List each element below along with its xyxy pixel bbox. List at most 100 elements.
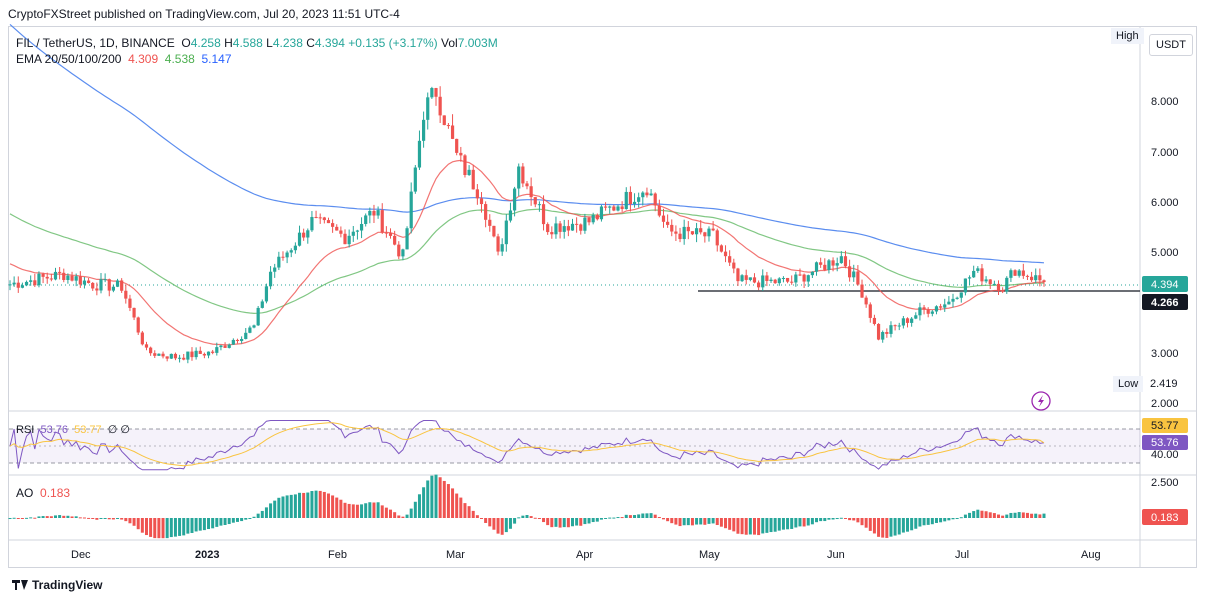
ao-bar xyxy=(819,518,823,522)
ao-bar xyxy=(786,518,790,530)
ao-bar xyxy=(82,517,86,519)
candle-up xyxy=(186,351,190,360)
candle-down xyxy=(202,353,206,356)
ao-bar xyxy=(806,518,810,526)
time-tick: May xyxy=(699,549,720,561)
ao-bar xyxy=(773,518,777,532)
ao-bar xyxy=(1025,512,1029,518)
chart-frame xyxy=(8,26,1197,568)
ao-bar xyxy=(165,518,169,539)
candle-up xyxy=(583,217,587,231)
ao-bar xyxy=(570,518,574,527)
lightning-icon[interactable] xyxy=(1031,391,1051,411)
rsi-line xyxy=(9,420,1045,471)
candle-down xyxy=(235,339,240,342)
candle-down xyxy=(484,204,488,220)
ao-bar xyxy=(674,518,678,525)
ao-bar xyxy=(583,518,587,525)
ao-bar xyxy=(968,512,972,518)
ao-bar xyxy=(508,518,512,529)
candle-up xyxy=(984,279,988,282)
candle-up xyxy=(227,344,231,348)
candle-down xyxy=(144,344,149,348)
ao-bar xyxy=(442,480,446,518)
currency-button[interactable]: USDT xyxy=(1149,34,1193,56)
candle-up xyxy=(624,191,628,210)
candle-down xyxy=(823,264,827,270)
ao-bar xyxy=(103,518,107,519)
candle-down xyxy=(384,232,388,234)
volume-value: 7.003M xyxy=(457,36,498,50)
current-price-tag: 4.394 xyxy=(1151,279,1179,291)
candle-down xyxy=(318,217,322,219)
candle-up xyxy=(273,267,277,272)
ao-bar xyxy=(45,516,49,518)
ao-bar xyxy=(732,518,736,532)
ao-bar xyxy=(533,517,537,519)
candle-down xyxy=(541,204,546,225)
ao-bar xyxy=(550,518,554,528)
ao-bar xyxy=(955,518,959,519)
ao-bar xyxy=(790,518,794,529)
candle-up xyxy=(1017,270,1021,276)
candle-down xyxy=(860,284,864,298)
ao-bar xyxy=(827,518,831,520)
ao-bar xyxy=(244,518,248,520)
candle-up xyxy=(781,277,786,279)
candle-up xyxy=(694,228,699,235)
candle-up xyxy=(517,166,521,189)
candle-down xyxy=(939,306,943,308)
ao-bar xyxy=(897,518,901,535)
candle-up xyxy=(910,318,914,323)
ao-bar xyxy=(248,518,252,519)
candle-up xyxy=(769,279,773,281)
ao-bar xyxy=(289,494,293,518)
ao-bar xyxy=(260,510,264,518)
candle-up xyxy=(637,197,641,202)
ao-bar xyxy=(914,518,918,529)
rsi-ma-line xyxy=(9,422,1045,467)
candle-down xyxy=(132,307,136,318)
ao-bar xyxy=(434,474,438,518)
ao-bar xyxy=(58,515,62,518)
candle-down xyxy=(153,353,157,356)
candle-down xyxy=(533,197,537,205)
ao-bar xyxy=(579,518,583,526)
candle-up xyxy=(947,301,951,305)
candle-up xyxy=(951,298,955,302)
ema-50-line xyxy=(9,208,1044,315)
ao-bar xyxy=(124,518,128,522)
ao-bar xyxy=(997,514,1001,518)
ao-bar xyxy=(943,518,947,522)
ao-bar xyxy=(860,518,864,526)
ao-bar xyxy=(703,518,707,525)
ao-bar xyxy=(459,497,463,518)
ao-bar xyxy=(575,518,579,526)
candle-down xyxy=(587,217,591,223)
ao-bar xyxy=(409,508,413,518)
ao-bar xyxy=(930,518,934,525)
candle-down xyxy=(773,279,777,284)
candle-down xyxy=(488,219,492,226)
candle-down xyxy=(752,277,757,283)
ao-bar xyxy=(211,518,215,529)
ao-bar xyxy=(815,518,819,523)
rsi-value-tag: 53.76 xyxy=(1151,437,1179,449)
candle-down xyxy=(715,230,719,246)
candle-down xyxy=(1042,280,1046,283)
ao-bar xyxy=(438,477,442,518)
ao-bar xyxy=(724,518,728,529)
ao-bar xyxy=(504,518,508,533)
candle-up xyxy=(351,231,355,236)
footer-brand[interactable]: TradingView xyxy=(32,578,103,592)
ao-bar xyxy=(810,518,814,525)
candle-up xyxy=(562,226,566,232)
candle-down xyxy=(211,351,215,353)
candle-up xyxy=(248,327,252,333)
ao-bar xyxy=(422,487,426,518)
candle-up xyxy=(827,260,831,270)
high-value: 4.588 xyxy=(232,36,263,50)
ao-bar xyxy=(380,505,384,518)
candle-up xyxy=(405,228,409,250)
